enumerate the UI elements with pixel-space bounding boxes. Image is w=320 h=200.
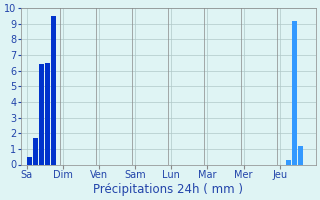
Bar [51, 16, 56, 164]
X-axis label: Précipitations 24h ( mm ): Précipitations 24h ( mm ) [93, 183, 243, 196]
Bar [33, 138, 38, 164]
Bar [27, 157, 32, 164]
Bar [292, 21, 298, 164]
Bar [286, 160, 292, 164]
Bar [45, 63, 51, 164]
Bar [298, 146, 303, 164]
Bar [39, 64, 44, 164]
